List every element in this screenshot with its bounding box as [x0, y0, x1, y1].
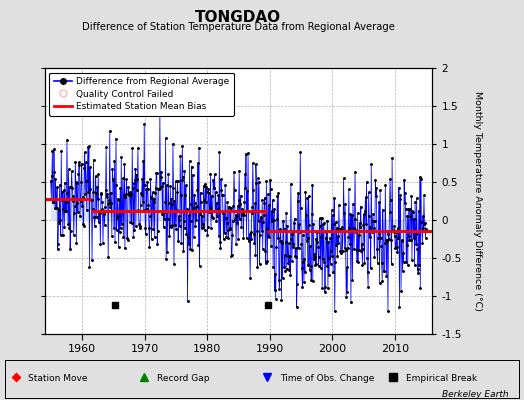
Legend: Difference from Regional Average, Quality Control Failed, Estimated Station Mean: Difference from Regional Average, Qualit…: [49, 72, 234, 116]
Text: Difference of Station Temperature Data from Regional Average: Difference of Station Temperature Data f…: [82, 22, 395, 32]
Text: Berkeley Earth: Berkeley Earth: [442, 390, 508, 399]
Text: Empirical Break: Empirical Break: [406, 374, 477, 383]
Text: TONGDAO: TONGDAO: [195, 10, 281, 25]
Text: Time of Obs. Change: Time of Obs. Change: [280, 374, 374, 383]
Text: Record Gap: Record Gap: [157, 374, 209, 383]
Y-axis label: Monthly Temperature Anomaly Difference (°C): Monthly Temperature Anomaly Difference (…: [473, 91, 482, 311]
Text: Station Move: Station Move: [28, 374, 88, 383]
